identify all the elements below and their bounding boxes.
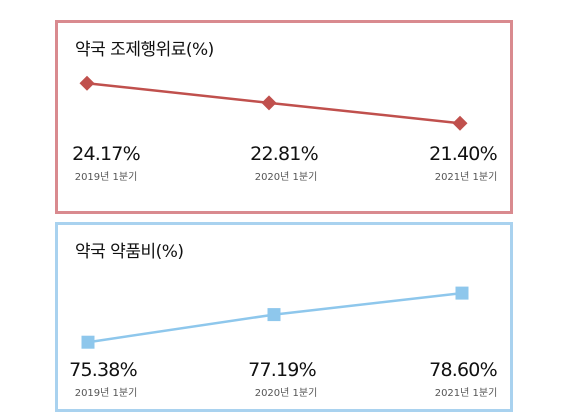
data-point-marker (81, 335, 95, 349)
data-point-marker (452, 115, 468, 131)
data-point-marker (455, 286, 469, 300)
x-tick-label: 2019년 1분기 (74, 172, 138, 183)
data-label: 75.38% (69, 359, 137, 381)
x-tick-label: 2020년 1분기 (254, 388, 318, 399)
data-point-marker (261, 95, 277, 111)
chart-panel-drug-cost: 약국 약품비(%) 75.38% 77.19% 78.60% 2019년 1분기… (55, 222, 513, 412)
line-chart-drug-cost (81, 286, 469, 349)
data-point-marker (267, 308, 281, 322)
data-label: 24.17% (72, 143, 140, 165)
chart-title: 약국 약품비(%) (75, 242, 184, 262)
x-tick-label: 2020년 1분기 (254, 172, 318, 183)
data-label: 78.60% (429, 359, 497, 381)
x-tick-label: 2021년 1분기 (434, 172, 498, 183)
x-tick-label: 2021년 1분기 (434, 388, 498, 399)
data-label: 77.19% (248, 359, 316, 381)
data-label: 22.81% (250, 143, 318, 165)
line-chart-dispensing-fee (79, 75, 468, 131)
data-point-marker (79, 75, 95, 91)
chart-title: 약국 조제행위료(%) (75, 40, 214, 60)
data-label: 21.40% (429, 143, 497, 165)
chart-panel-dispensing-fee: 약국 조제행위료(%) 24.17% 22.81% 21.40% 2019년 1… (55, 20, 513, 214)
x-tick-label: 2019년 1분기 (74, 388, 138, 399)
